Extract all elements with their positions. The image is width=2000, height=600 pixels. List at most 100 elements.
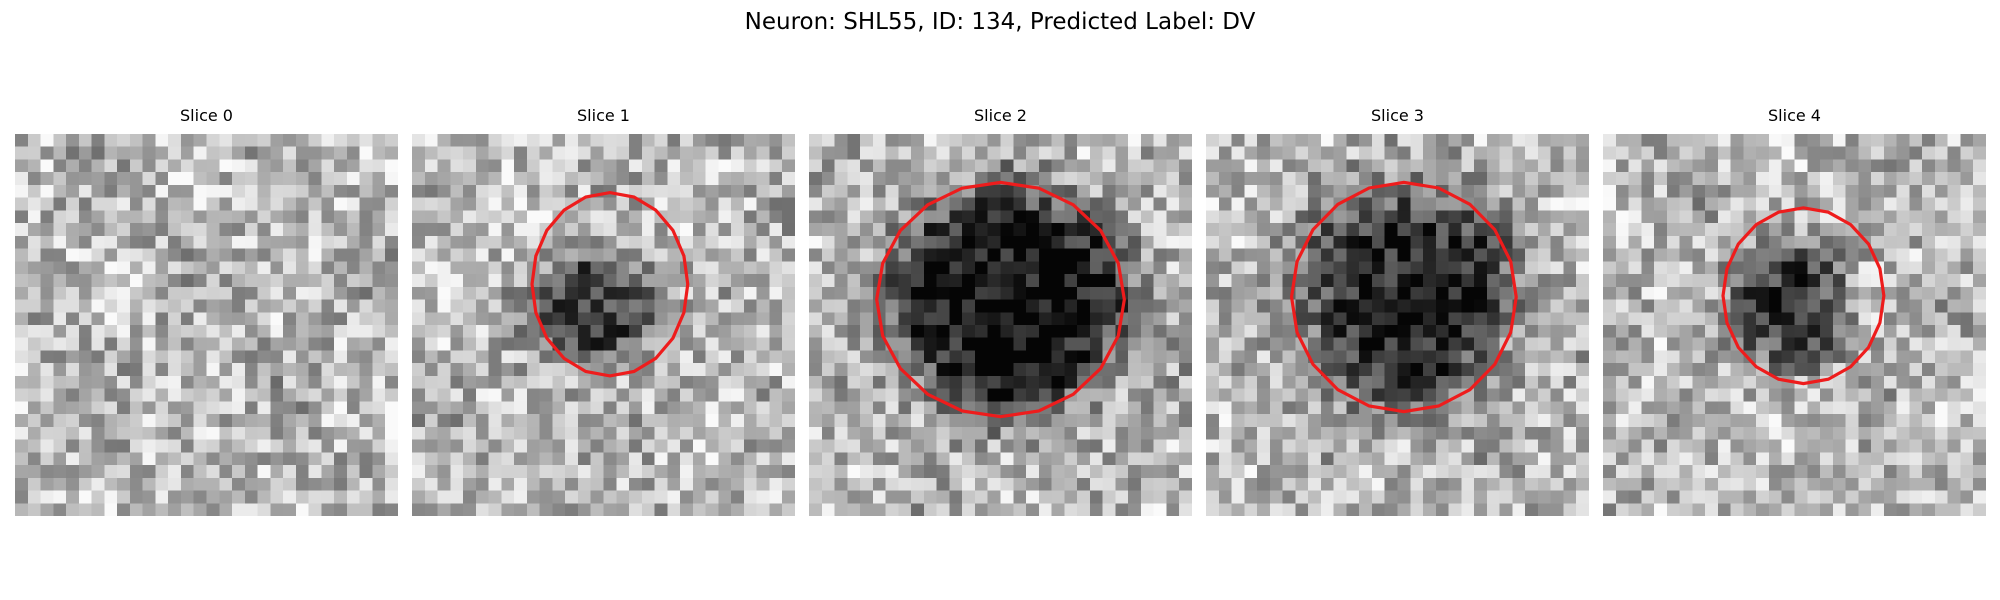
pixel xyxy=(1013,350,1027,364)
pixel xyxy=(680,439,694,453)
pixel xyxy=(1730,197,1744,211)
pixel xyxy=(450,325,464,338)
pixel xyxy=(206,426,220,440)
pixel xyxy=(1909,184,1923,198)
pixel xyxy=(1474,312,1488,326)
pixel xyxy=(1730,261,1744,275)
pixel xyxy=(1013,363,1027,377)
pixel xyxy=(514,465,528,479)
pixel xyxy=(1026,337,1040,351)
pixel xyxy=(1537,375,1551,389)
pixel xyxy=(936,134,950,147)
pixel xyxy=(1550,172,1564,186)
pixel xyxy=(206,159,220,173)
pixel xyxy=(117,452,131,466)
pixel xyxy=(847,503,861,516)
pixel xyxy=(450,299,464,313)
pixel xyxy=(1064,312,1078,326)
pixel xyxy=(270,184,284,198)
pixel xyxy=(91,299,105,313)
pixel xyxy=(1692,452,1706,466)
pixel xyxy=(1845,401,1859,415)
pixel xyxy=(1499,159,1513,173)
pixel xyxy=(193,465,207,479)
pixel xyxy=(463,503,477,516)
pixel xyxy=(1654,210,1668,224)
pixel xyxy=(834,210,848,224)
pixel xyxy=(987,503,1001,516)
pixel xyxy=(1140,197,1154,211)
pixel xyxy=(117,223,131,237)
pixel xyxy=(1257,210,1271,224)
pixel xyxy=(283,223,297,237)
pixel xyxy=(756,350,770,364)
pixel xyxy=(450,235,464,249)
pixel xyxy=(1858,286,1872,300)
pixel xyxy=(1128,248,1142,262)
pixel xyxy=(705,248,719,262)
pixel xyxy=(782,184,795,198)
pixel xyxy=(1832,465,1846,479)
pixel xyxy=(424,503,438,516)
pixel xyxy=(1231,325,1245,338)
pixel xyxy=(809,388,823,402)
pixel xyxy=(1282,134,1296,147)
pixel xyxy=(142,299,156,313)
pixel xyxy=(590,210,604,224)
pixel xyxy=(1705,134,1719,147)
pixel xyxy=(1807,477,1821,491)
pixel xyxy=(334,325,348,338)
pixel xyxy=(334,503,348,516)
pixel xyxy=(782,274,795,288)
pixel xyxy=(782,134,795,147)
pixel xyxy=(743,172,757,186)
pixel xyxy=(1717,363,1731,377)
pixel xyxy=(283,159,297,173)
pixel xyxy=(232,325,246,338)
pixel xyxy=(15,490,29,504)
pixel xyxy=(1537,261,1551,275)
pixel xyxy=(616,414,630,428)
pixel xyxy=(1218,146,1232,160)
pixel xyxy=(270,388,284,402)
pixel xyxy=(1064,299,1078,313)
pixel xyxy=(731,477,745,491)
pixel xyxy=(1013,235,1027,249)
pixel xyxy=(488,223,502,237)
pixel xyxy=(104,401,118,415)
pixel xyxy=(1269,134,1283,147)
pixel xyxy=(629,477,643,491)
pixel xyxy=(1206,312,1220,326)
pixel xyxy=(923,261,937,275)
pixel xyxy=(1743,325,1757,338)
pixel xyxy=(1153,439,1167,453)
pixel xyxy=(1576,172,1589,186)
pixel xyxy=(501,210,515,224)
pixel xyxy=(565,312,579,326)
pixel xyxy=(219,426,233,440)
pixel xyxy=(1705,248,1719,262)
pixel xyxy=(526,503,540,516)
pixel xyxy=(629,248,643,262)
pixel xyxy=(155,146,169,160)
pixel xyxy=(1461,235,1475,249)
pixel xyxy=(1781,299,1795,313)
pixel xyxy=(603,146,617,160)
pixel xyxy=(270,401,284,415)
pixel xyxy=(590,375,604,389)
pixel xyxy=(257,503,271,516)
pixel xyxy=(590,223,604,237)
pixel xyxy=(514,312,528,326)
pixel xyxy=(1820,134,1834,147)
pixel xyxy=(91,235,105,249)
pixel xyxy=(1550,159,1564,173)
pixel xyxy=(180,388,194,402)
pixel xyxy=(129,414,143,428)
pixel xyxy=(1371,439,1385,453)
pixel xyxy=(1179,414,1192,428)
pixel xyxy=(1410,159,1424,173)
pixel xyxy=(1064,223,1078,237)
pixel xyxy=(1832,477,1846,491)
pixel xyxy=(1064,414,1078,428)
pixel xyxy=(1705,223,1719,237)
